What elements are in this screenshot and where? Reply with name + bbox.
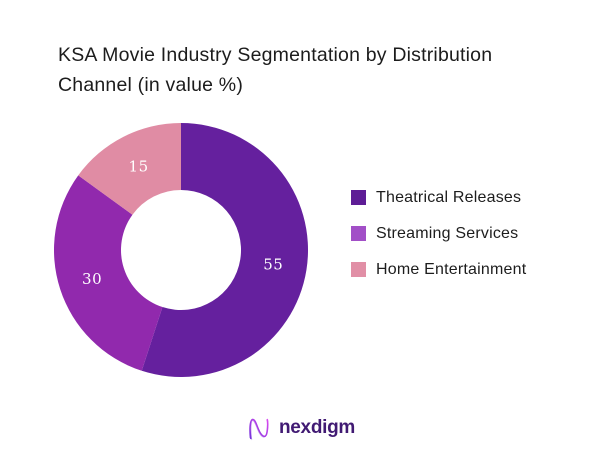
chart-title-line1: KSA Movie Industry Segmentation by Distr… [58,44,493,66]
legend-swatch-theatrical-releases [351,190,366,205]
donut-slice-theatrical-releases [141,123,309,377]
legend-label-theatrical-releases: Theatrical Releases [376,189,522,206]
donut-slice-home-entertainment [78,123,181,215]
nexdigm-logo: nexdigm [0,411,602,445]
legend-item-theatrical-releases: Theatrical Releases [351,188,526,207]
donut-chart: 55 30 15 [53,123,309,377]
donut-slice-streaming-services [53,175,163,371]
nexdigm-logo-text: nexdigm [278,417,356,438]
legend-swatch-streaming-services [351,226,366,241]
legend-item-home-entertainment: Home Entertainment [351,260,526,279]
legend-item-streaming-services: Streaming Services [351,224,526,243]
donut-value-label-home-entertainment: 15 [129,158,149,176]
chart-title: KSA Movie Industry Segmentation by Distr… [58,40,568,100]
legend-label-home-entertainment: Home Entertainment [376,261,527,278]
chart-legend: Theatrical Releases Streaming Services Hom… [351,188,526,279]
donut-value-label-streaming-services: 30 [82,270,102,288]
chart-title-line2: Channel (in value %) [58,74,244,96]
legend-label-streaming-services: Streaming Services [376,225,519,242]
legend-swatch-home-entertainment [351,262,366,277]
nexdigm-wave-n-icon [249,418,269,440]
donut-value-label-theatrical-releases: 55 [263,256,283,274]
